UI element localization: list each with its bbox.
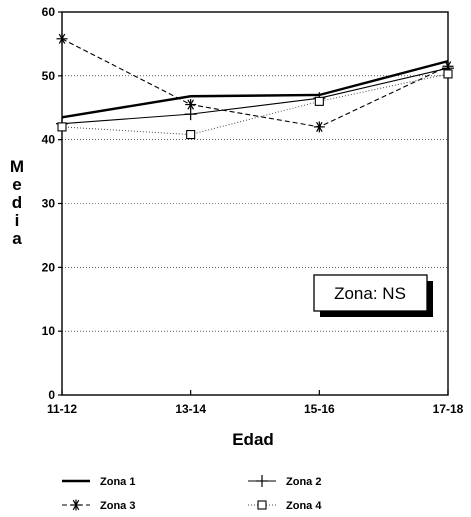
data-point <box>56 33 68 45</box>
x-tick-label: 11-12 <box>47 402 77 416</box>
legend-label: Zona 4 <box>286 500 322 512</box>
series-zona-3 <box>56 33 454 133</box>
data-point <box>313 121 325 133</box>
annotation-frame <box>313 274 428 312</box>
x-axis-title: Edad <box>232 430 274 449</box>
legend-item: Zona 1 <box>62 476 135 488</box>
legend-item: Zona 4 <box>248 500 322 512</box>
y-tick-label: 30 <box>42 197 56 211</box>
series-zona-4 <box>57 69 453 140</box>
data-point <box>314 96 324 106</box>
y-tick-label: 50 <box>42 69 56 83</box>
data-point <box>185 99 197 111</box>
x-tick-label: 13-14 <box>175 402 206 416</box>
series-line <box>61 67 449 125</box>
x-tick-label: 15-16 <box>304 402 335 416</box>
data-point <box>257 500 267 510</box>
y-tick-label: 40 <box>42 133 56 147</box>
legend-label: Zona 2 <box>286 476 321 488</box>
y-tick-label: 10 <box>42 324 56 338</box>
x-tick-label: 17-18 <box>433 402 464 416</box>
series-line <box>61 59 449 119</box>
annotation-text: Zona: NS <box>334 284 406 303</box>
data-point <box>57 122 67 132</box>
data-point <box>186 130 196 140</box>
legend-label: Zona 3 <box>100 500 135 512</box>
series-layer <box>56 33 454 140</box>
y-axis-ticks: 0 10 20 30 40 50 60 <box>42 5 62 402</box>
series-zona-1 <box>61 59 449 119</box>
annotation-box: Zona: NS <box>313 274 433 317</box>
data-point <box>70 499 82 511</box>
series-line <box>61 38 449 128</box>
legend-label: Zona 1 <box>100 476 135 488</box>
legend-item: Zona 2 <box>248 475 321 488</box>
series-line <box>61 73 449 136</box>
y-tick-label: 20 <box>42 260 56 274</box>
data-point <box>443 69 453 79</box>
y-tick-label: 0 <box>48 388 55 402</box>
y-tick-label: 60 <box>42 5 56 19</box>
grid-lines <box>62 75 448 332</box>
legend: Zona 1 Zona 2 Zona 3 Zona 4 <box>62 475 322 512</box>
x-axis-ticks: 11-12 13-14 15-16 17-18 <box>47 390 464 416</box>
legend-item: Zona 3 <box>62 499 135 512</box>
